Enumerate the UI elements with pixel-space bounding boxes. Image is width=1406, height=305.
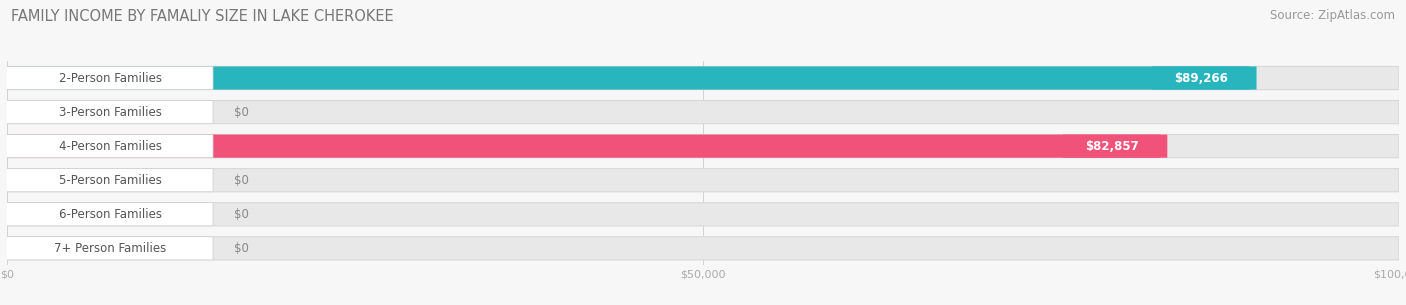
FancyBboxPatch shape (7, 169, 1399, 192)
FancyBboxPatch shape (7, 135, 1399, 158)
Text: 2-Person Families: 2-Person Families (59, 72, 162, 84)
FancyBboxPatch shape (3, 66, 214, 90)
Text: Source: ZipAtlas.com: Source: ZipAtlas.com (1270, 9, 1395, 22)
FancyBboxPatch shape (3, 237, 214, 260)
Text: $82,857: $82,857 (1085, 140, 1139, 152)
Text: $0: $0 (233, 106, 249, 119)
Text: 6-Person Families: 6-Person Families (59, 208, 162, 221)
FancyBboxPatch shape (7, 203, 1399, 226)
FancyBboxPatch shape (1152, 66, 1257, 90)
FancyBboxPatch shape (7, 66, 1250, 90)
FancyBboxPatch shape (3, 169, 214, 192)
Text: 5-Person Families: 5-Person Families (59, 174, 162, 187)
Text: 7+ Person Families: 7+ Person Families (53, 242, 166, 255)
FancyBboxPatch shape (3, 203, 214, 226)
Text: 3-Person Families: 3-Person Families (59, 106, 162, 119)
Text: $0: $0 (233, 174, 249, 187)
FancyBboxPatch shape (3, 101, 214, 124)
Text: $0: $0 (233, 242, 249, 255)
Text: FAMILY INCOME BY FAMALIY SIZE IN LAKE CHEROKEE: FAMILY INCOME BY FAMALIY SIZE IN LAKE CH… (11, 9, 394, 24)
FancyBboxPatch shape (3, 135, 214, 158)
Text: $0: $0 (233, 208, 249, 221)
FancyBboxPatch shape (7, 101, 1399, 124)
FancyBboxPatch shape (7, 66, 1399, 90)
FancyBboxPatch shape (7, 237, 1399, 260)
Text: $89,266: $89,266 (1174, 72, 1227, 84)
FancyBboxPatch shape (1063, 135, 1167, 158)
Text: 4-Person Families: 4-Person Families (59, 140, 162, 152)
FancyBboxPatch shape (7, 135, 1160, 158)
